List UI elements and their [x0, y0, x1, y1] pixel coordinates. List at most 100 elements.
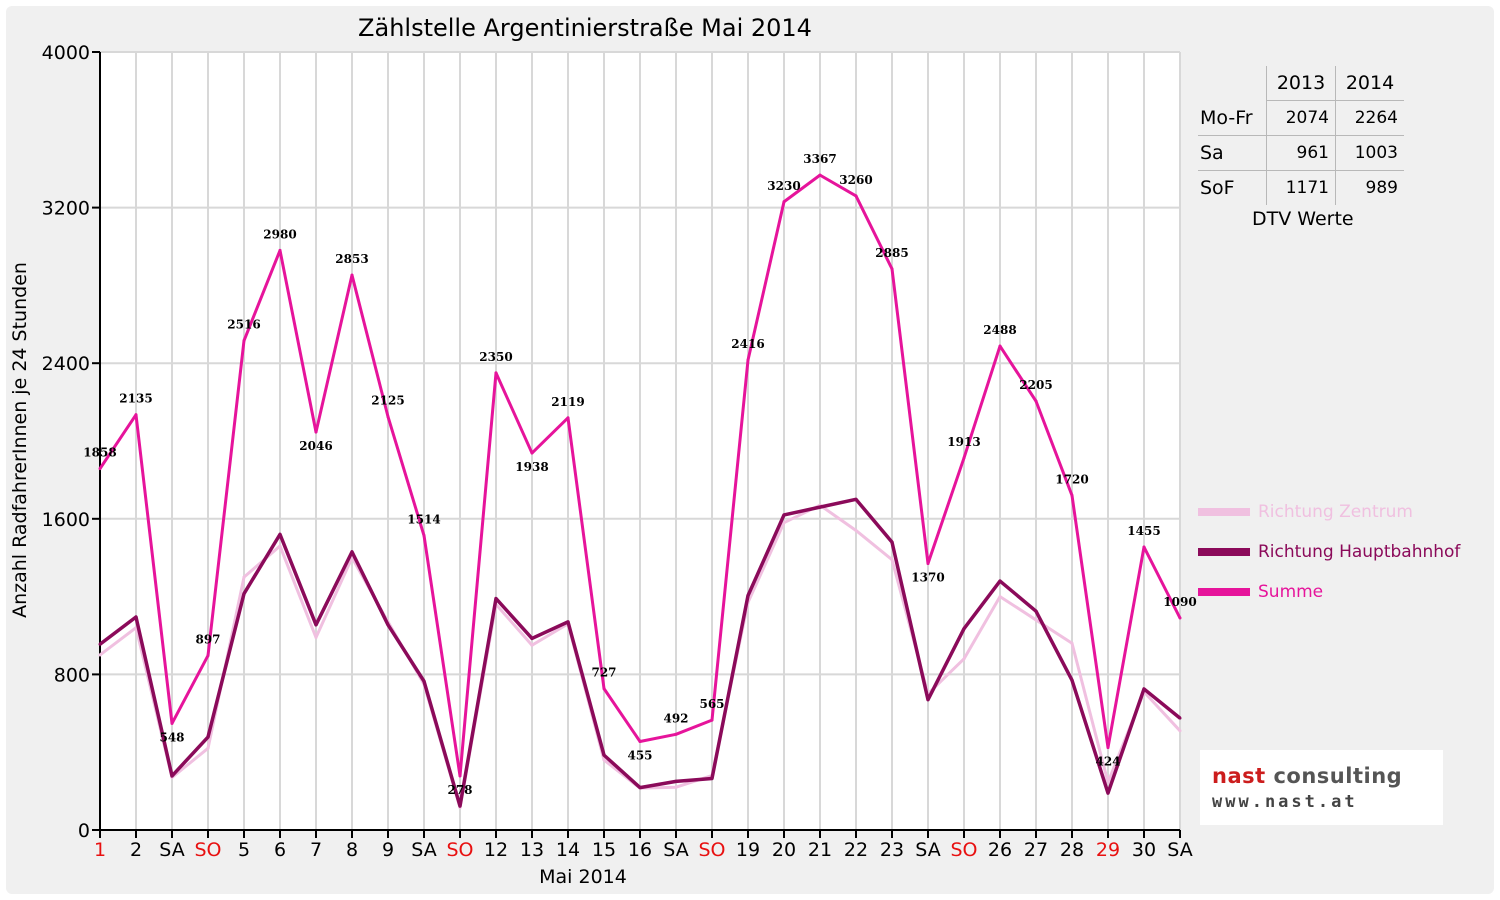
series-point [710, 718, 714, 722]
x-tick-label: SO [698, 839, 725, 861]
x-axis-label: Mai 2014 [539, 866, 627, 888]
series-point [242, 592, 246, 596]
x-tick-label: 2 [130, 839, 142, 861]
dtv-cell-2013: 961 [1266, 135, 1336, 171]
legend-item-hauptbahnhof: Richtung Hauptbahnhof [1198, 532, 1460, 572]
x-tick-label: SO [950, 839, 977, 861]
data-label: 1370 [911, 571, 944, 585]
data-label: 1514 [407, 513, 440, 527]
legend-swatch [1198, 508, 1250, 516]
dtv-header-2013: 2013 [1266, 66, 1336, 101]
x-tick-label: SA [915, 839, 940, 861]
series-point [1178, 729, 1182, 733]
series-point [278, 532, 282, 536]
series-point [566, 620, 570, 624]
series-point [782, 200, 786, 204]
dtv-table: 2013 2014 Mo-Fr 2074 2264 Sa 961 1003 So… [1198, 66, 1404, 205]
legend-swatch [1198, 548, 1250, 556]
data-label: 2119 [551, 395, 584, 409]
dtv-cell-2014: 1003 [1335, 135, 1404, 171]
series-point [962, 456, 966, 460]
series-point [170, 721, 174, 725]
y-tick-label: 1600 [42, 509, 90, 531]
series-point [1106, 780, 1110, 784]
logo-wordmark: nast consulting [1212, 764, 1402, 788]
series-point [1178, 716, 1182, 720]
series-point [1070, 493, 1074, 497]
series-point [1034, 609, 1038, 613]
series-point [1034, 618, 1038, 622]
series-point [530, 643, 534, 647]
series-point [674, 732, 678, 736]
series-point [602, 753, 606, 757]
series-point [458, 804, 462, 808]
dtv-row-label: Mo-Fr [1198, 100, 1267, 136]
y-tick-label: 4000 [42, 42, 90, 64]
legend: Richtung Zentrum Richtung Hauptbahnhof S… [1198, 492, 1460, 612]
series-point [674, 779, 678, 783]
dtv-caption: DTV Werte [1252, 208, 1354, 230]
data-label: 1090 [1163, 595, 1196, 609]
series-point [746, 358, 750, 362]
data-label: 1858 [83, 446, 116, 460]
series-point [854, 194, 858, 198]
series-point [134, 615, 138, 619]
series-point [422, 679, 426, 683]
y-tick-label: 0 [78, 820, 90, 842]
y-tick-label: 3200 [42, 198, 90, 220]
x-tick-label: 22 [844, 839, 868, 861]
series-point [494, 371, 498, 375]
data-label: 3367 [803, 152, 836, 166]
series-point [242, 339, 246, 343]
legend-item-summe: Summe [1198, 572, 1460, 612]
data-label: 2416 [731, 337, 764, 351]
y-axis-label: Anzahl RadfahrerInnen je 24 Stunden [9, 262, 31, 618]
series-point [314, 430, 318, 434]
x-tick-label: 1 [94, 839, 106, 861]
series-point [98, 642, 102, 646]
series-point [278, 544, 282, 548]
legend-item-zentrum: Richtung Zentrum [1198, 492, 1460, 532]
data-label: 2516 [227, 318, 260, 332]
series-point [746, 594, 750, 598]
data-label: 3260 [839, 173, 872, 187]
data-label: 492 [663, 711, 688, 725]
data-label: 2350 [479, 350, 512, 364]
legend-label: Richtung Hauptbahnhof [1258, 542, 1461, 562]
series-point [1106, 791, 1110, 795]
data-label: 1455 [1127, 524, 1160, 538]
series-point [962, 657, 966, 661]
series-point [206, 746, 210, 750]
x-tick-label: 13 [520, 839, 544, 861]
company-logo: nast consulting www.nast.at [1200, 750, 1443, 825]
data-label: 2205 [1019, 378, 1052, 392]
data-label: 548 [159, 730, 184, 744]
x-tick-label: 29 [1096, 839, 1120, 861]
data-label: 1720 [1055, 472, 1088, 486]
series-point [314, 635, 318, 639]
legend-swatch [1198, 588, 1250, 596]
series-point [602, 687, 606, 691]
data-label: 2125 [371, 394, 404, 408]
x-tick-label: SO [194, 839, 221, 861]
series-point [1070, 641, 1074, 645]
data-label: 424 [1095, 755, 1120, 769]
series-point [530, 451, 534, 455]
series-point [350, 550, 354, 554]
data-label: 2488 [983, 323, 1016, 337]
y-tick-label: 2400 [42, 353, 90, 375]
series-point [170, 774, 174, 778]
series-point [386, 415, 390, 419]
x-tick-label: 5 [238, 839, 250, 861]
series-point [890, 267, 894, 271]
y-tick-label: 800 [54, 664, 90, 686]
series-point [782, 521, 786, 525]
data-label: 1913 [947, 435, 980, 449]
dtv-cell-2013: 1171 [1266, 170, 1336, 205]
series-point [890, 558, 894, 562]
series-point [1142, 545, 1146, 549]
series-point [998, 579, 1002, 583]
x-tick-label: SA [663, 839, 688, 861]
x-tick-label: SA [1167, 839, 1192, 861]
